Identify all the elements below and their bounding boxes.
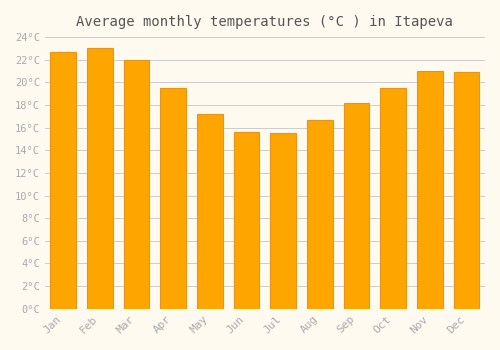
- Bar: [417, 71, 443, 309]
- Title: Average monthly temperatures (°C ) in Itapeva: Average monthly temperatures (°C ) in It…: [76, 15, 454, 29]
- Bar: [344, 103, 370, 309]
- Bar: [197, 114, 223, 309]
- Bar: [270, 133, 296, 309]
- Bar: [124, 60, 150, 309]
- Bar: [50, 52, 76, 309]
- Bar: [87, 48, 112, 309]
- Bar: [307, 120, 333, 309]
- Bar: [234, 132, 260, 309]
- Bar: [454, 72, 479, 309]
- Bar: [380, 88, 406, 309]
- Bar: [160, 88, 186, 309]
